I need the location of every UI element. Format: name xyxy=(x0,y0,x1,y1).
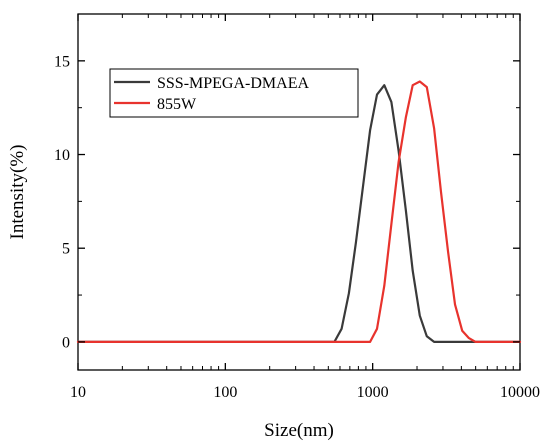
series-line-2 xyxy=(76,80,522,343)
y-tick-label: 5 xyxy=(62,241,70,258)
x-tick-label: 10 xyxy=(70,384,86,401)
series-line-1 xyxy=(76,84,522,343)
x-tick-label: 1000 xyxy=(357,384,389,401)
legend-label-series-1: SSS-MPEGA-DMAEA xyxy=(157,75,309,92)
series-layer xyxy=(76,80,522,343)
ticks-layer: 10 100 1000 10000 0 5 10 15 xyxy=(54,14,540,401)
legend-box xyxy=(109,68,359,118)
x-tick-label: 10000 xyxy=(500,384,540,401)
y-tick-label: 10 xyxy=(54,147,70,164)
y-tick-label: 15 xyxy=(54,53,70,70)
x-tick-label: 100 xyxy=(213,384,237,401)
y-tick-label: 0 xyxy=(62,334,70,351)
y-axis-label: Intensity(%) xyxy=(7,145,28,240)
legend: SSS-MPEGA-DMAEA 855W xyxy=(109,68,359,118)
x-axis-label: Size(nm) xyxy=(264,420,334,441)
legend-label-series-2: 855W xyxy=(157,96,197,113)
plot-frame xyxy=(77,13,521,371)
